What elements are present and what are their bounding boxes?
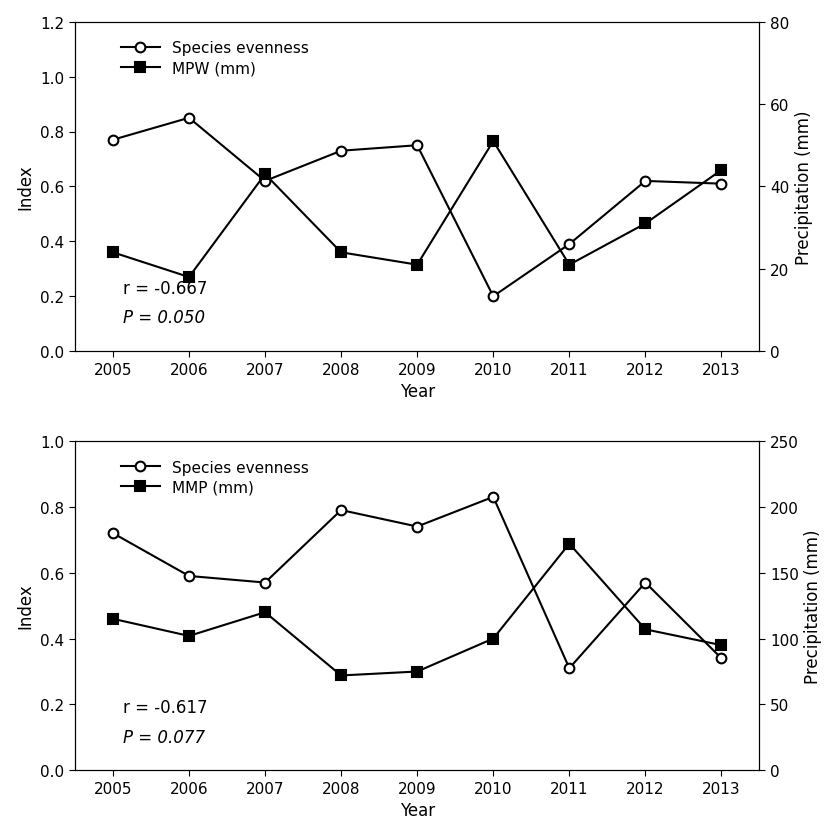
- Species evenness: [184, 571, 194, 581]
- MMP (mm): [260, 608, 270, 618]
- Line: Species evenness: Species evenness: [108, 492, 727, 673]
- Line: MMP (mm): MMP (mm): [108, 539, 727, 681]
- MMP (mm): [336, 670, 347, 681]
- Species evenness: [488, 492, 498, 502]
- X-axis label: Year: Year: [399, 383, 435, 400]
- MPW (mm): [108, 248, 118, 258]
- Y-axis label: Index: Index: [17, 583, 34, 629]
- MPW (mm): [717, 166, 727, 176]
- Species evenness: [488, 292, 498, 302]
- Text: r = -0.667: r = -0.667: [122, 279, 207, 298]
- Species evenness: [412, 522, 422, 532]
- Species evenness: [412, 141, 422, 151]
- Legend: Species evenness, MMP (mm): Species evenness, MMP (mm): [117, 456, 313, 499]
- MPW (mm): [412, 260, 422, 270]
- Y-axis label: Index: Index: [17, 165, 34, 210]
- MMP (mm): [717, 640, 727, 650]
- MPW (mm): [184, 273, 194, 283]
- Species evenness: [184, 114, 194, 124]
- MMP (mm): [640, 624, 650, 635]
- Species evenness: [108, 528, 118, 538]
- Species evenness: [260, 578, 270, 588]
- Species evenness: [260, 176, 270, 186]
- Species evenness: [717, 654, 727, 664]
- MPW (mm): [260, 170, 270, 180]
- Text: P = 0.050: P = 0.050: [122, 309, 205, 327]
- Y-axis label: Precipitation (mm): Precipitation (mm): [795, 110, 813, 264]
- MPW (mm): [640, 219, 650, 229]
- MMP (mm): [108, 614, 118, 624]
- Species evenness: [336, 506, 347, 516]
- X-axis label: Year: Year: [399, 802, 435, 819]
- MMP (mm): [488, 634, 498, 644]
- MMP (mm): [412, 666, 422, 676]
- Species evenness: [565, 240, 575, 250]
- Species evenness: [717, 180, 727, 190]
- Species evenness: [640, 578, 650, 588]
- MPW (mm): [488, 137, 498, 147]
- Species evenness: [640, 176, 650, 186]
- Species evenness: [565, 664, 575, 674]
- MMP (mm): [184, 631, 194, 641]
- MPW (mm): [336, 248, 347, 258]
- Species evenness: [108, 135, 118, 145]
- Y-axis label: Precipitation (mm): Precipitation (mm): [805, 528, 822, 683]
- MMP (mm): [565, 539, 575, 549]
- Species evenness: [336, 146, 347, 156]
- Line: Species evenness: Species evenness: [108, 114, 727, 302]
- MPW (mm): [565, 260, 575, 270]
- Line: MPW (mm): MPW (mm): [108, 137, 727, 283]
- Legend: Species evenness, MPW (mm): Species evenness, MPW (mm): [117, 37, 313, 80]
- Text: P = 0.077: P = 0.077: [122, 727, 205, 746]
- Text: r = -0.617: r = -0.617: [122, 698, 207, 716]
